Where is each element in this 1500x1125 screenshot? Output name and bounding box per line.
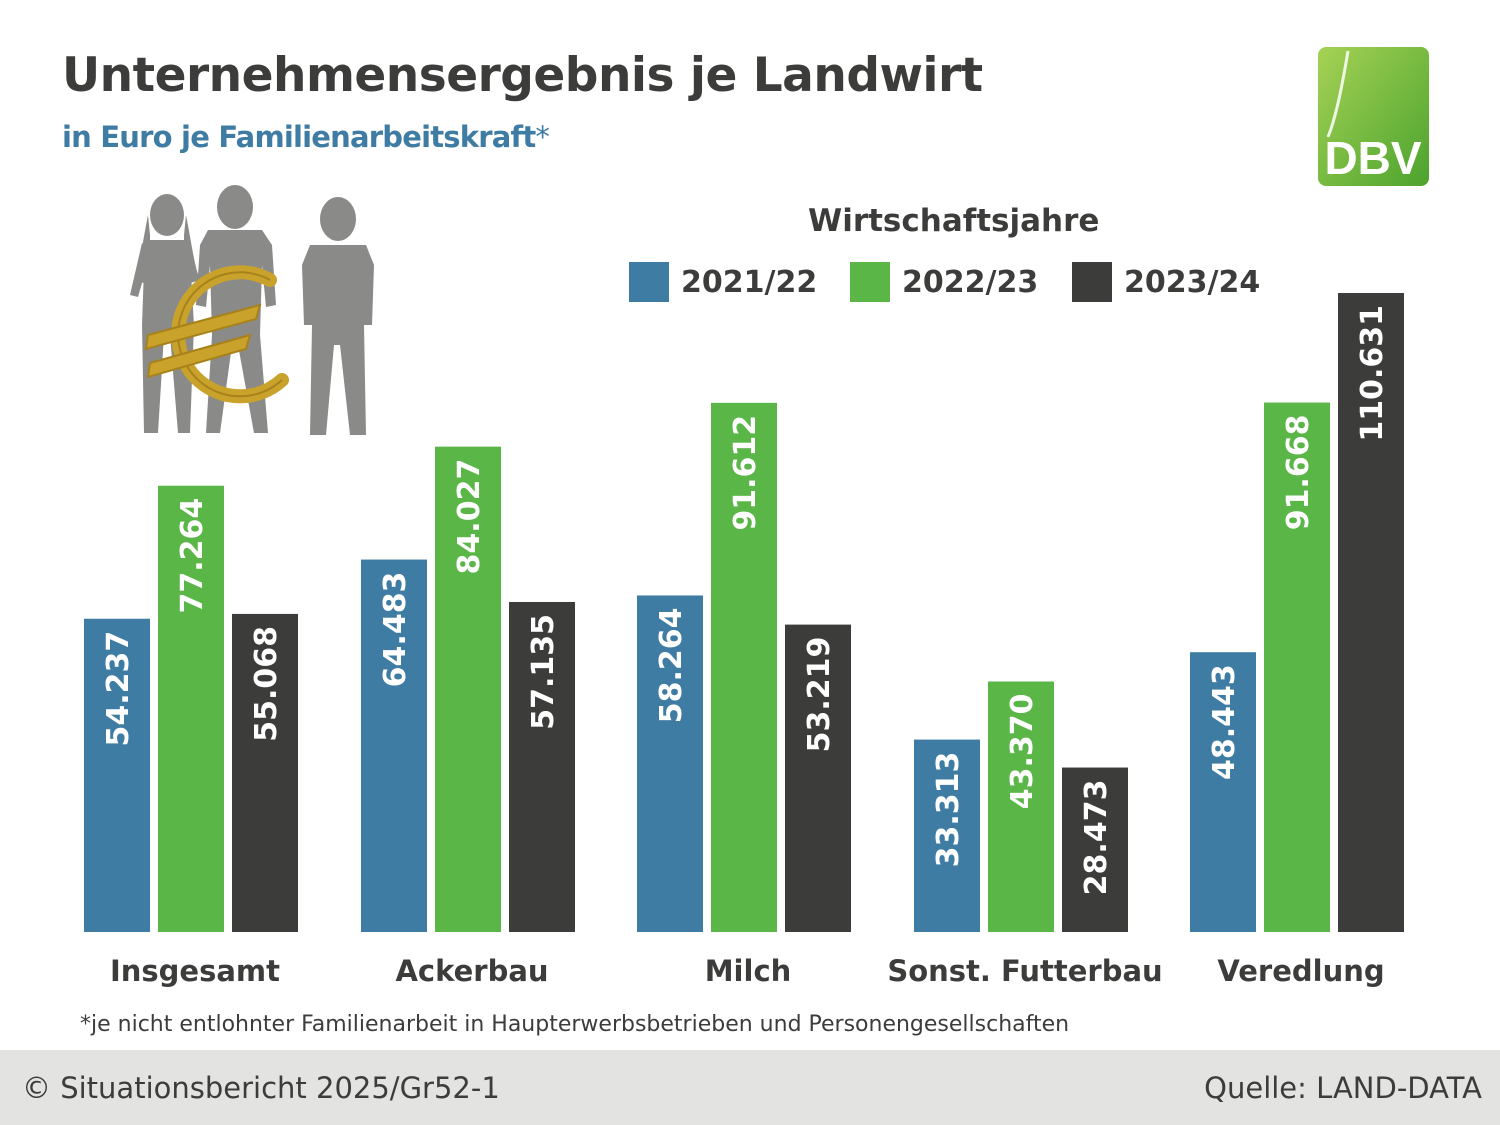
bar-milch-2021-22	[637, 595, 703, 932]
bar-ackerbau-2023-24	[509, 601, 575, 932]
bar-value-label: 58.264	[654, 607, 689, 723]
bar-value-label: 84.027	[452, 459, 487, 575]
legend-label: 2021/22	[681, 265, 818, 300]
bar-veredlung-2021-22	[1190, 652, 1256, 932]
bar-sonst-futterbau-2023-24	[1062, 767, 1128, 932]
legend-swatch	[629, 262, 669, 302]
legend-label: 2023/24	[1124, 265, 1261, 300]
legend-label: 2022/23	[902, 265, 1039, 300]
bar-chart: 54.237 77.264 55.068 Insgesamt 64.483 84.027 5…	[84, 293, 1404, 988]
bar-value-label: 55.068	[249, 626, 284, 742]
bar-value-label: 33.313	[931, 752, 966, 868]
bar-value-label: 91.668	[1281, 415, 1316, 531]
subtitle-text: in Euro je Familienarbeitskraft	[62, 120, 536, 154]
bar-value-label: 43.370	[1005, 693, 1040, 809]
legend-title: Wirtschaftsjahre	[808, 203, 1100, 239]
bar-value-label: 57.135	[526, 614, 561, 730]
footer-bar	[0, 1050, 1500, 1125]
bar-ackerbau-2022-23	[435, 446, 501, 932]
bar-value-label: 110.631	[1355, 305, 1390, 442]
bar-insgesamt-2023-24	[232, 613, 298, 932]
bar-insgesamt-2021-22	[84, 618, 150, 932]
footer-source: Quelle: LAND-DATA	[1204, 1071, 1482, 1105]
people-with-euro-sign-icon	[130, 185, 374, 435]
bar-value-label: 54.237	[101, 631, 136, 747]
bar-value-label: 64.483	[378, 572, 413, 688]
category-label-ackerbau: Ackerbau	[395, 954, 548, 988]
bar-value-label: 77.264	[175, 498, 210, 614]
bar-value-label: 53.219	[802, 637, 837, 753]
subtitle-footnote-mark: *	[535, 120, 550, 154]
dbv-logo: DBV	[1318, 47, 1429, 186]
bar-sonst-futterbau-2021-22	[914, 739, 980, 932]
bar-veredlung-2022-23	[1264, 402, 1330, 932]
category-label-milch: Milch	[705, 954, 792, 988]
bar-milch-2023-24	[785, 624, 851, 932]
logo-text: DBV	[1324, 132, 1421, 184]
bar-ackerbau-2021-22	[361, 559, 427, 932]
bar-value-label: 28.473	[1079, 780, 1114, 896]
bar-milch-2022-23	[711, 402, 777, 933]
category-label-insgesamt: Insgesamt	[110, 954, 280, 988]
bar-veredlung-2023-24	[1338, 293, 1404, 932]
bar-value-label: 48.443	[1207, 664, 1242, 780]
chart-title: Unternehmensergebnis je Landwirt	[62, 48, 983, 103]
bar-insgesamt-2022-23	[158, 485, 224, 932]
category-label-veredlung: Veredlung	[1217, 954, 1384, 988]
bar-value-label: 91.612	[728, 415, 763, 531]
legend-swatch	[850, 262, 890, 302]
chart-subtitle: in Euro je Familienarbeitskraft*	[62, 120, 550, 154]
category-label-sonst-futterbau: Sonst. Futterbau	[887, 954, 1162, 988]
footnote: *je nicht entlohnter Familienarbeit in H…	[80, 1012, 1070, 1037]
footer-copyright: © Situationsbericht 2025/Gr52-1	[22, 1071, 500, 1105]
legend-swatch	[1072, 262, 1112, 302]
bar-sonst-futterbau-2022-23	[988, 681, 1054, 932]
